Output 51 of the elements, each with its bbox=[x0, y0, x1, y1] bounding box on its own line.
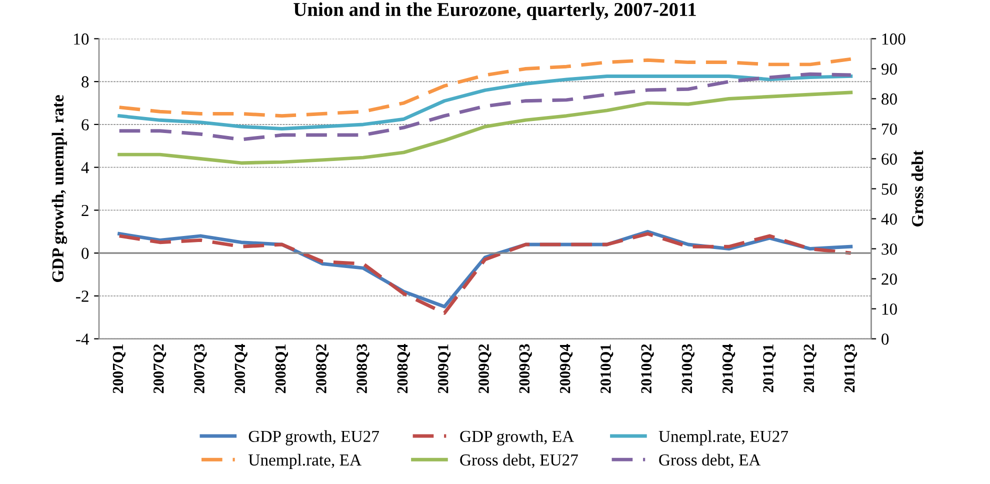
x-tick-label: 2007Q4 bbox=[234, 344, 248, 394]
x-tick-label: 2008Q3 bbox=[356, 344, 370, 394]
chart-title: Union and in the Eurozone, quarterly, 2007-2011 bbox=[294, 2, 696, 20]
y-tick-label: 8 bbox=[82, 76, 89, 88]
x-tick-label: 2011Q2 bbox=[804, 344, 816, 392]
line-series bbox=[118, 90, 853, 165]
y2-tick-label: 0 bbox=[882, 334, 889, 345]
y2-tick-label: 100 bbox=[882, 33, 906, 45]
x-tick-label: 2010Q2 bbox=[641, 344, 654, 394]
legend-label: Gross debt, EU27 bbox=[460, 454, 578, 468]
y2-tick-label: 90 bbox=[881, 63, 897, 75]
line-series bbox=[118, 74, 853, 130]
x-tick-label: 2008Q4 bbox=[397, 344, 410, 394]
y2-tick-label: 30 bbox=[882, 243, 897, 255]
y-tick-label: 2 bbox=[82, 204, 88, 216]
legend-label: GDP growth, EA bbox=[460, 430, 574, 446]
x-tick-label: 2010Q4 bbox=[722, 344, 736, 394]
line-series bbox=[118, 57, 853, 118]
y2-tick-label: 60 bbox=[882, 153, 897, 165]
x-tick-label: 2011Q3 bbox=[844, 344, 858, 392]
legend-label: Unempl.rate, EU27 bbox=[658, 430, 788, 446]
y2-axis-title: Gross debt bbox=[911, 150, 924, 226]
y2-tick-label: 50 bbox=[882, 183, 897, 195]
x-tick-label: 2008Q1 bbox=[275, 344, 288, 394]
x-tick-label: 2007Q3 bbox=[194, 344, 207, 394]
x-tick-label: 2010Q3 bbox=[682, 344, 694, 394]
x-tick-label: 2009Q4 bbox=[560, 344, 573, 394]
x-tick-label: 2009Q2 bbox=[478, 344, 492, 394]
x-tick-label: 2008Q2 bbox=[316, 344, 329, 394]
y-tick-label: 6 bbox=[82, 119, 89, 130]
legend-label: Unempl.rate, EA bbox=[248, 454, 362, 469]
y-tick-label: 10 bbox=[74, 33, 89, 45]
x-tick-label: 2009Q3 bbox=[519, 344, 532, 394]
y2-tick-label: 20 bbox=[882, 273, 897, 285]
y-tick-label: 0 bbox=[82, 248, 89, 260]
y2-tick-label: 40 bbox=[881, 213, 897, 225]
y2-tick-label: 80 bbox=[882, 93, 897, 105]
y-tick-label: -2 bbox=[76, 290, 88, 302]
y-tick-label: 4 bbox=[81, 162, 90, 174]
legend-label: Gross debt, EA bbox=[659, 454, 761, 468]
x-tick-label: 2009Q1 bbox=[438, 344, 451, 394]
x-tick-label: 2010Q1 bbox=[600, 344, 614, 394]
y2-tick-label: 70 bbox=[882, 123, 897, 135]
legend-label: GDP growth, EU27 bbox=[248, 430, 379, 446]
x-tick-label: 2007Q2 bbox=[153, 344, 166, 394]
x-tick-label: 2007Q1 bbox=[112, 344, 126, 394]
line-series bbox=[118, 72, 853, 142]
x-tick-label: 2011Q1 bbox=[763, 344, 776, 392]
y-axis-title: GDP growth, unempl. rate bbox=[52, 95, 68, 282]
y2-tick-label: 10 bbox=[882, 303, 897, 315]
y-tick-label: -4 bbox=[76, 334, 90, 345]
